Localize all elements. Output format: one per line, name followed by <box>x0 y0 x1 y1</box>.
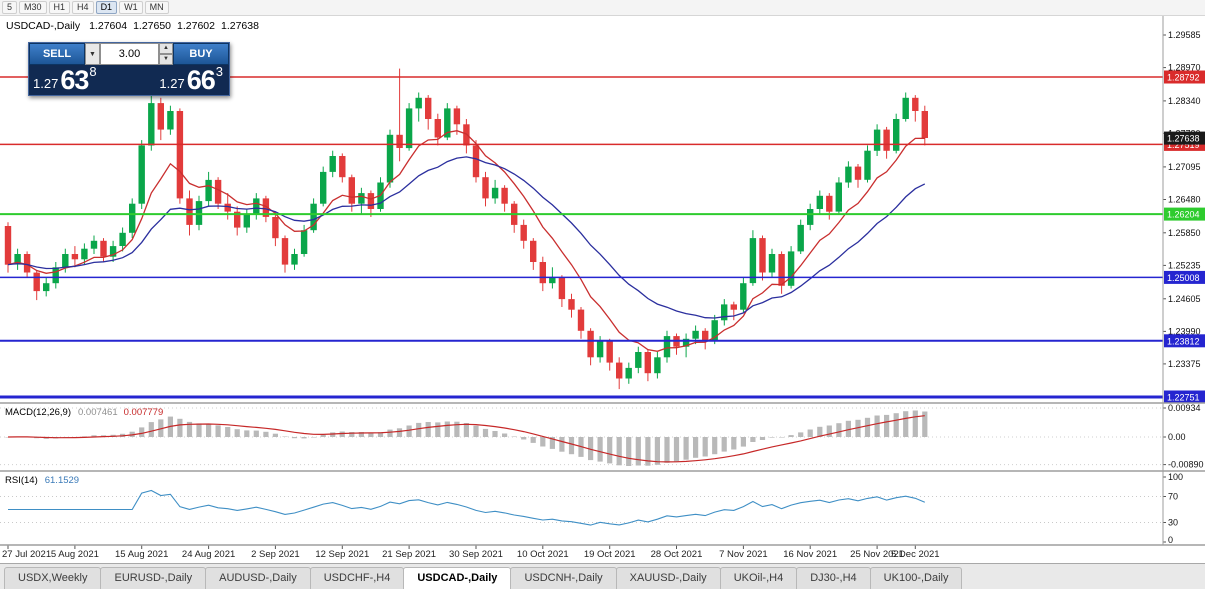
chevron-down-icon: ▼ <box>89 50 96 58</box>
svg-text:1.25235: 1.25235 <box>1168 260 1201 270</box>
buy-button[interactable]: BUY <box>173 43 229 65</box>
tab-eurusd-daily[interactable]: EURUSD-,Daily <box>100 567 207 589</box>
buy-price-pips: 66 <box>186 65 216 95</box>
rsi-panel[interactable] <box>0 489 1163 526</box>
volume-stepper: ▲ ▼ <box>159 43 173 65</box>
chart-ohlc-readout: USDCAD-,Daily 1.27604 1.27650 1.27602 1.2763… <box>6 20 259 32</box>
svg-text:1.28792: 1.28792 <box>1167 73 1200 83</box>
axes[interactable]: 1.295851.289701.283401.277301.270951.264… <box>0 16 1205 560</box>
tab-usdcad-daily[interactable]: USDCAD-,Daily <box>403 567 512 589</box>
svg-text:1.23812: 1.23812 <box>1167 336 1200 346</box>
svg-text:1.29585: 1.29585 <box>1168 30 1201 40</box>
period-button-5[interactable]: 5 <box>2 1 18 14</box>
period-button-m30[interactable]: M30 <box>19 1 47 14</box>
svg-text:0: 0 <box>1168 535 1173 545</box>
svg-text:1.25008: 1.25008 <box>1167 273 1200 283</box>
sell-price: 1.27 63 8 <box>33 64 97 95</box>
volume-dropdown-button[interactable]: ▼ <box>85 43 100 65</box>
svg-text:1.28340: 1.28340 <box>1168 96 1201 106</box>
svg-text:1.25850: 1.25850 <box>1168 228 1201 238</box>
svg-text:1.26480: 1.26480 <box>1168 195 1201 205</box>
svg-text:1.23375: 1.23375 <box>1168 359 1201 369</box>
svg-text:5 Aug 2021: 5 Aug 2021 <box>51 549 99 560</box>
svg-text:1.27095: 1.27095 <box>1168 162 1201 172</box>
buy-price-big-figure: 1.27 <box>159 76 185 91</box>
tab-audusd-daily[interactable]: AUDUSD-,Daily <box>205 567 311 589</box>
period-button-mn[interactable]: MN <box>144 1 169 14</box>
svg-text:16 Nov 2021: 16 Nov 2021 <box>783 549 837 560</box>
svg-text:12 Sep 2021: 12 Sep 2021 <box>315 549 369 560</box>
period-button-w1[interactable]: W1 <box>119 1 143 14</box>
svg-text:21 Sep 2021: 21 Sep 2021 <box>382 549 436 560</box>
sell-price-pips: 63 <box>60 65 89 95</box>
sell-price-big-figure: 1.27 <box>33 76 59 91</box>
svg-text:1.23990: 1.23990 <box>1168 326 1201 336</box>
macd-label: MACD(12,26,9) 0.007461 0.007779 <box>5 407 163 418</box>
svg-text:1.28970: 1.28970 <box>1168 63 1201 73</box>
rsi-label: RSI(14) 61.1529 <box>5 475 79 486</box>
period-button-h1[interactable]: H1 <box>48 1 71 14</box>
svg-text:-0.00890: -0.00890 <box>1168 460 1204 470</box>
volume-input[interactable] <box>100 43 159 65</box>
svg-text:70: 70 <box>1168 492 1178 502</box>
up-arrow-icon: ▲ <box>163 45 169 51</box>
svg-text:5 Dec 2021: 5 Dec 2021 <box>891 549 940 560</box>
svg-text:0.00: 0.00 <box>1168 432 1186 442</box>
sell-price-fraction: 8 <box>89 64 97 79</box>
svg-text:2 Sep 2021: 2 Sep 2021 <box>251 549 300 560</box>
period-button-d1[interactable]: D1 <box>95 1 118 14</box>
tab-uk100-daily[interactable]: UK100-,Daily <box>869 567 963 589</box>
svg-text:1.24605: 1.24605 <box>1168 294 1201 304</box>
svg-text:100: 100 <box>1168 472 1183 482</box>
buy-price-fraction: 3 <box>215 64 223 79</box>
tab-usdchf-h4[interactable]: USDCHF-,H4 <box>309 567 405 589</box>
tab-usdcnh-daily[interactable]: USDCNH-,Daily <box>510 567 617 589</box>
svg-text:28 Oct 2021: 28 Oct 2021 <box>651 549 703 560</box>
svg-text:19 Oct 2021: 19 Oct 2021 <box>584 549 636 560</box>
svg-text:25 Nov 2021: 25 Nov 2021 <box>850 549 904 560</box>
macd-panel[interactable] <box>0 407 1163 466</box>
svg-text:30: 30 <box>1168 518 1178 528</box>
tab-xauusd-daily[interactable]: XAUUSD-,Daily <box>615 567 721 589</box>
period-button-h4[interactable]: H4 <box>72 1 94 14</box>
volume-decrease-button[interactable]: ▼ <box>159 54 173 65</box>
svg-text:1.27638: 1.27638 <box>1167 134 1200 144</box>
chart-canvas[interactable]: 1.295851.289701.283401.277301.270951.264… <box>0 16 1205 563</box>
svg-text:1.26204: 1.26204 <box>1167 210 1200 220</box>
price-panel[interactable] <box>0 68 1163 399</box>
timeframe-toolbar: 5 M30 H1 H4 D1 W1 MN <box>0 0 1205 16</box>
svg-text:1.27519: 1.27519 <box>1167 140 1200 150</box>
svg-text:30 Sep 2021: 30 Sep 2021 <box>449 549 503 560</box>
tab-usdx-weekly[interactable]: USDX,Weekly <box>4 567 102 589</box>
svg-text:1.22751: 1.22751 <box>1167 393 1200 403</box>
svg-text:0.00934: 0.00934 <box>1168 403 1201 413</box>
svg-text:15 Aug 2021: 15 Aug 2021 <box>115 549 168 560</box>
tab-dj30-h4[interactable]: DJ30-,H4 <box>796 567 871 589</box>
svg-text:10 Oct 2021: 10 Oct 2021 <box>517 549 569 560</box>
buy-price: 1.27 66 3 <box>159 64 223 95</box>
down-arrow-icon: ▼ <box>163 56 169 62</box>
tab-ukoil-h4[interactable]: UKOil-,H4 <box>719 567 798 589</box>
svg-text:24 Aug 2021: 24 Aug 2021 <box>182 549 235 560</box>
svg-text:27 Jul 2021: 27 Jul 2021 <box>2 549 51 560</box>
volume-increase-button[interactable]: ▲ <box>159 43 173 54</box>
chart-tab-bar: USDX,Weekly EURUSD-,Daily AUDUSD-,Daily USD… <box>0 563 1205 589</box>
sell-button[interactable]: SELL <box>29 43 85 65</box>
svg-text:7 Nov 2021: 7 Nov 2021 <box>719 549 768 560</box>
